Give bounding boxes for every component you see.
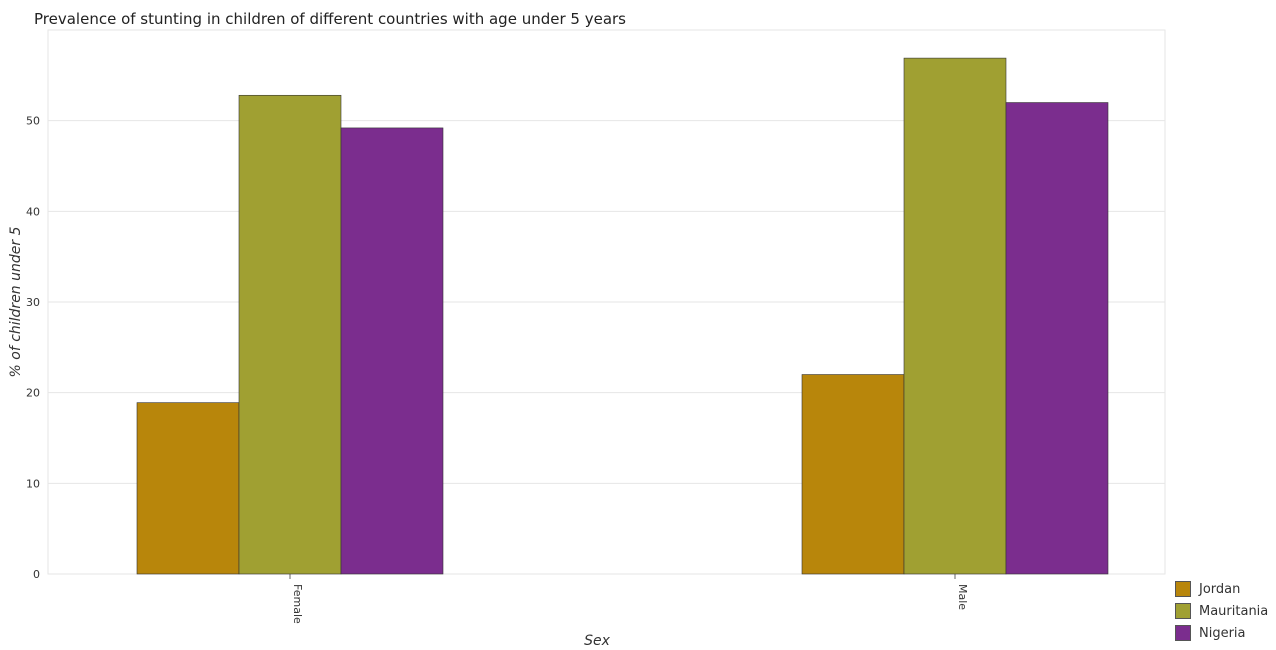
y-tick-label: 30 [26, 296, 40, 309]
legend-swatch [1175, 581, 1191, 597]
bar-mauritania-female [238, 94, 342, 575]
x-tick-label: Female [291, 584, 304, 624]
x-tick-label: Male [956, 584, 969, 610]
legend-item-nigeria: Nigeria [1175, 622, 1268, 644]
legend-item-mauritania: Mauritania [1175, 600, 1268, 622]
y-tick-label: 50 [26, 115, 40, 128]
chart-title: Prevalence of stunting in children of di… [34, 10, 626, 28]
y-tick-label: 10 [26, 477, 40, 490]
y-tick-label: 0 [33, 568, 40, 581]
axes: 0 10 20 30 40 50 Female Male [26, 115, 969, 624]
bar-nigeria-female [340, 127, 444, 575]
y-tick-label: 40 [26, 205, 40, 218]
bar-nigeria-male [1005, 102, 1109, 575]
legend-label: Nigeria [1199, 625, 1246, 641]
x-axis-label: Sex [584, 633, 611, 649]
bar-jordan-female [136, 402, 240, 575]
legend-swatch [1175, 625, 1191, 641]
bar-jordan-male [801, 374, 905, 575]
y-axis-label: % of children under 5 [8, 226, 24, 377]
y-tick-label: 20 [26, 387, 40, 400]
legend-swatch [1175, 603, 1191, 619]
legend-item-jordan: Jordan [1175, 578, 1268, 600]
legend: Jordan Mauritania Nigeria [1175, 578, 1268, 644]
legend-label: Jordan [1199, 581, 1241, 597]
bar-mauritania-male [903, 57, 1007, 575]
legend-label: Mauritania [1199, 603, 1269, 619]
bars [136, 57, 1109, 575]
